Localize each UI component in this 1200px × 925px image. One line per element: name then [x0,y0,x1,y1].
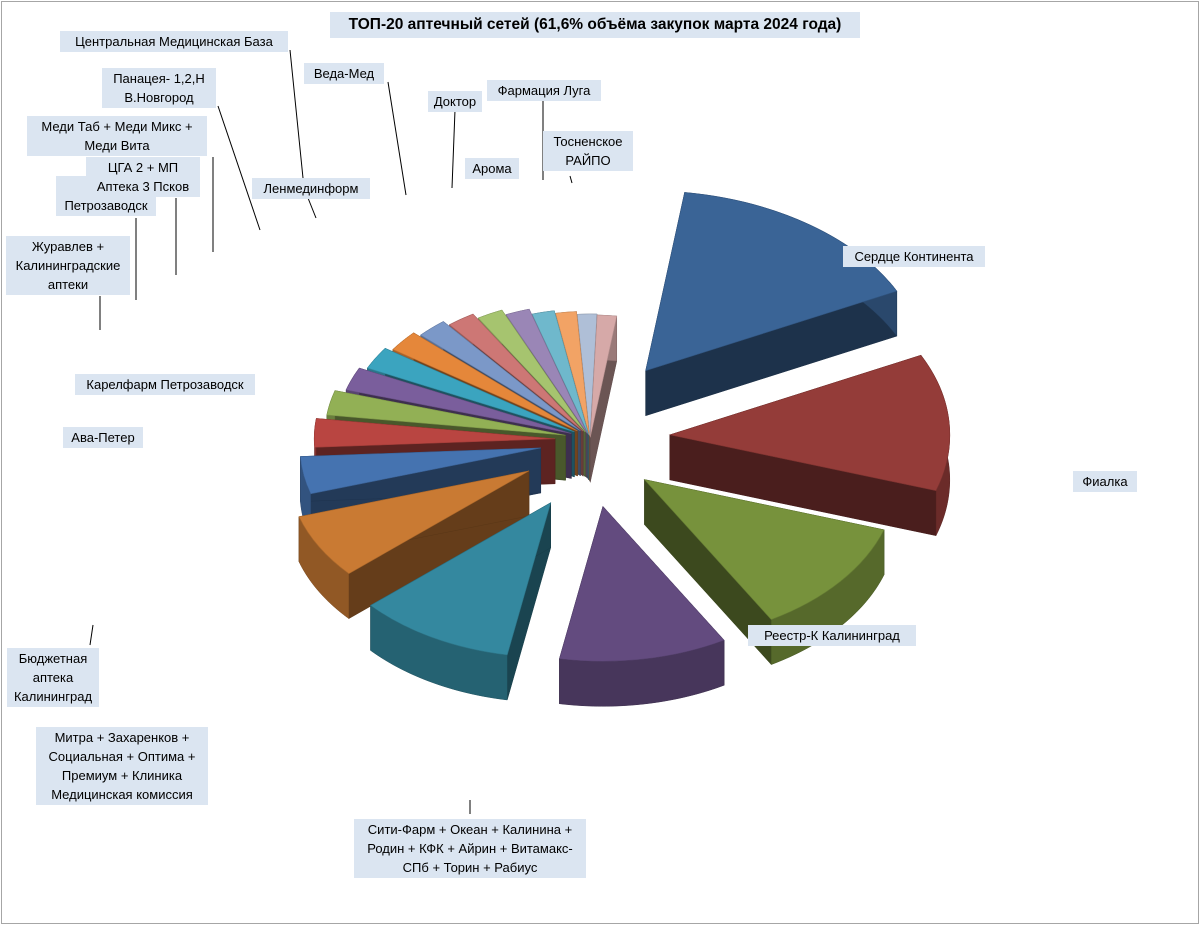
slice-label: Тосненское РАЙПО [543,131,633,171]
slice-label: Митра + Захаренков + Социальная + Оптима… [36,727,208,805]
leader-line [89,624,94,646]
pie-slice-top [555,311,590,436]
pie-slice-top [326,390,566,436]
pie-slice-top [645,192,898,372]
pie-slice-top [366,347,575,433]
pie-slice [589,314,618,483]
slice-label: Реестр-К Калининград [748,625,916,646]
leader-line [307,197,317,219]
leader-line [451,109,456,189]
pie-slice-top [345,367,572,434]
pie-slice-top [589,314,618,438]
pie-slice-top [643,479,885,620]
pie-slice [559,505,725,707]
pie-slice-top [576,313,598,437]
pie-slice-top [505,308,588,434]
pie-slice-top [559,505,725,662]
pie-slice-top [298,470,530,574]
pie-slice-top [313,418,556,448]
pie-slice-top [300,447,541,495]
slice-label: Доктор [428,91,482,112]
slice-label: Меди Таб + Меди Микс + Меди Вита [27,116,207,156]
slice-label: Карелфарм Петрозаводск [75,374,255,395]
slice-label: Сердце Континента [843,246,985,267]
pie-slice-top [531,310,589,435]
pie-slice-top [477,309,586,433]
pie-slice [668,354,951,536]
slice-label: Веда-Мед [304,63,384,84]
slice-label: Арома [465,158,519,179]
slice-label: Панацея- 1,2,Н В.Новгород [102,68,216,108]
leader-line [217,105,261,231]
slice-label: Фармация Луга [487,80,601,101]
pie-slice [298,470,530,620]
pie-slice-top [392,332,578,432]
slice-label: Ава-Петер [63,427,143,448]
slice-label: ЦГА 2 + МП Аптека 3 Псков [86,157,200,197]
chart-title: ТОП-20 аптечный сетей (61,6% объёма заку… [330,12,860,38]
leader-line [569,175,573,184]
pie-slice-top [668,354,951,492]
leader-line [387,81,407,196]
pie-slice [370,502,552,701]
pie-slice [645,192,898,417]
slice-label: Сити-Фарм + Океан + Калинина + Родин + К… [354,819,586,878]
slice-label: Журавлев + Калининградские аптеки [6,236,130,295]
slice-label: Фиалка [1073,471,1137,492]
pie-slice-top [370,502,552,656]
slice-label: Бюджетная аптека Калининград [7,648,99,707]
pie-slice-top [448,313,584,432]
leader-line [289,49,304,179]
slice-label: Ленмединформ [252,178,370,199]
slice-label: Центральная Медицинская База [60,31,288,52]
pie-slice-top [420,321,581,432]
